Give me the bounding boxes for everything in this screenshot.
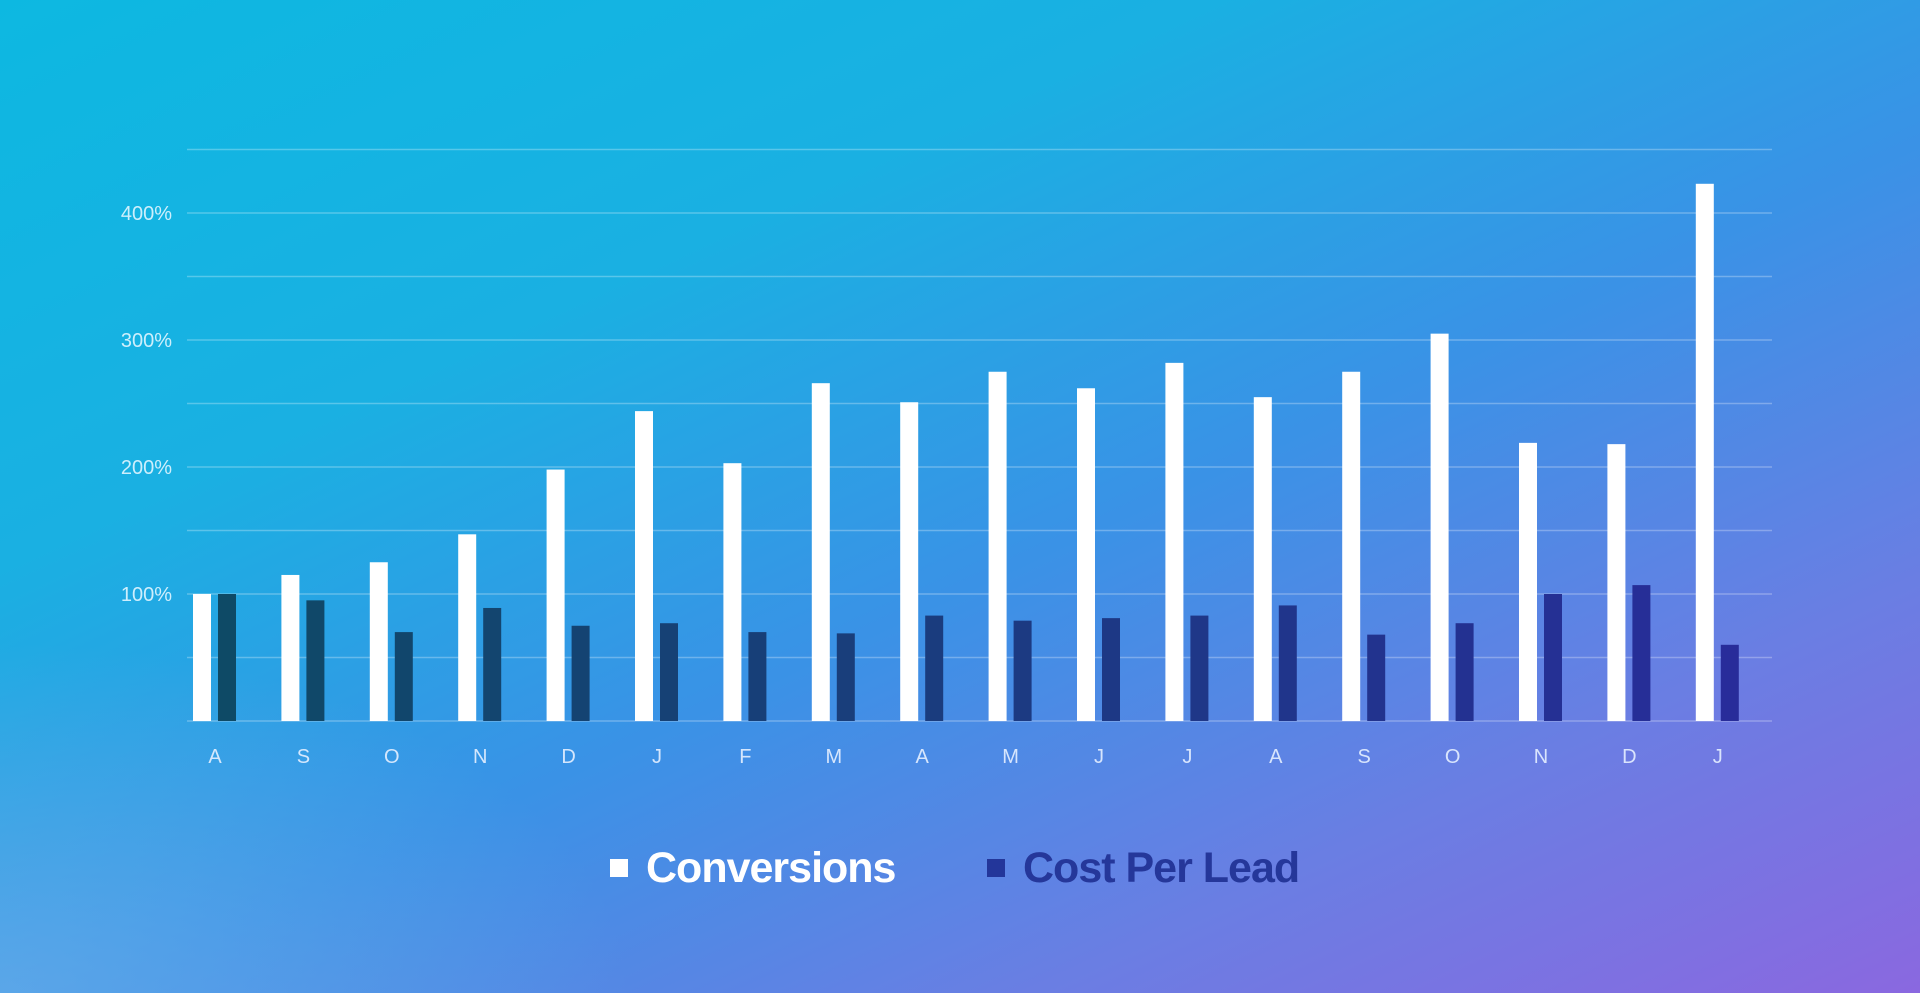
bar-cost-per-lead xyxy=(1367,634,1386,721)
x-tick-label: O xyxy=(384,746,400,768)
bar-conversions xyxy=(988,371,1007,721)
x-tick-label: D xyxy=(561,746,575,768)
bar-cost-per-lead xyxy=(660,623,678,721)
bar-conversions xyxy=(635,411,653,721)
bar-cost-per-lead xyxy=(1455,623,1474,721)
gridlines xyxy=(187,148,1772,722)
legend-swatch-conversions xyxy=(610,859,628,877)
y-axis-labels: 100% 200% 300% 400% xyxy=(121,203,172,606)
bars xyxy=(193,183,1739,722)
x-tick-label: S xyxy=(297,746,310,768)
bar-cost-per-lead xyxy=(571,625,590,721)
x-tick-label: N xyxy=(473,746,487,768)
bar-conversions xyxy=(546,469,565,721)
y-tick-label: 100% xyxy=(121,584,172,606)
x-tick-label: M xyxy=(825,746,842,768)
x-tick-label: A xyxy=(208,746,222,768)
bar-conversions xyxy=(1607,444,1626,721)
bar-cost-per-lead xyxy=(1632,585,1651,721)
bar-cost-per-lead xyxy=(306,600,325,721)
bar-cost-per-lead xyxy=(1013,620,1032,721)
legend-swatch-cost-per-lead xyxy=(987,859,1005,877)
bar-conversions xyxy=(723,463,742,721)
bar-conversions xyxy=(1253,397,1272,721)
bar-cost-per-lead xyxy=(394,632,413,721)
x-tick-label: F xyxy=(739,746,751,768)
x-tick-label: A xyxy=(916,746,930,768)
bar-conversions xyxy=(281,574,300,721)
bar-conversions xyxy=(1165,362,1184,721)
bar-cost-per-lead xyxy=(836,633,855,721)
x-tick-label: J xyxy=(1182,746,1192,768)
bar-cost-per-lead xyxy=(1102,618,1120,721)
bar-cost-per-lead xyxy=(1190,615,1209,721)
y-tick-label: 300% xyxy=(121,330,172,352)
bar-conversions xyxy=(193,594,211,721)
y-tick-label: 400% xyxy=(121,203,172,225)
bar-cost-per-lead xyxy=(483,607,502,721)
x-tick-label: N xyxy=(1534,746,1548,768)
bar-conversions xyxy=(369,562,388,721)
bar-conversions xyxy=(1342,371,1361,721)
x-tick-label: J xyxy=(1713,746,1723,768)
legend-label: Conversions xyxy=(646,843,896,892)
x-tick-label: M xyxy=(1002,746,1019,768)
x-tick-label: S xyxy=(1358,746,1371,768)
bar-cost-per-lead xyxy=(1544,594,1562,721)
bar-cost-per-lead xyxy=(748,632,767,721)
legend-item-cost-per-lead[interactable]: Cost Per Lead xyxy=(987,838,1300,898)
x-tick-label: D xyxy=(1622,746,1636,768)
bar-conversions xyxy=(1695,183,1714,722)
y-tick-label: 200% xyxy=(121,457,172,479)
bar-conversions xyxy=(1519,442,1537,721)
bar-cost-per-lead xyxy=(925,615,944,721)
bar-conversions xyxy=(1077,388,1095,721)
legend-label: Cost Per Lead xyxy=(1023,843,1300,892)
x-tick-label: A xyxy=(1269,746,1283,768)
x-tick-label: J xyxy=(652,746,662,768)
x-tick-label: J xyxy=(1094,746,1104,768)
bar-conversions xyxy=(458,534,477,721)
legend: Conversions Cost Per Lead xyxy=(0,838,1920,898)
bar-cost-per-lead xyxy=(218,594,236,721)
bar-conversions xyxy=(900,402,919,721)
bar-conversions xyxy=(811,383,830,721)
bar-cost-per-lead xyxy=(1278,605,1297,721)
x-tick-label: O xyxy=(1445,746,1461,768)
bar-cost-per-lead xyxy=(1720,644,1739,721)
bar-conversions xyxy=(1430,333,1449,721)
legend-item-conversions[interactable]: Conversions xyxy=(610,838,896,898)
